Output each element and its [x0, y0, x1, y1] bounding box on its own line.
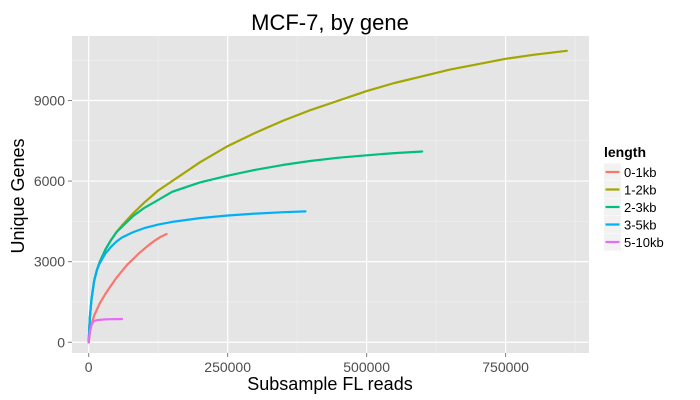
x-axis-title: Subsample FL reads: [247, 374, 412, 394]
series-lines: [87, 49, 568, 344]
legend-label: 1-2kb: [624, 183, 657, 198]
legend-entry: 0-1kb: [604, 163, 657, 181]
y-axis-title: Unique Genes: [8, 138, 28, 253]
y-tick-label: 0: [57, 334, 65, 350]
y-tick-label: 3000: [34, 254, 65, 270]
legend-title: length: [604, 144, 646, 160]
series-line-5-10kb: [87, 317, 124, 344]
legend-entry: 1-2kb: [604, 181, 657, 198]
legend-entry: 3-5kb: [604, 216, 657, 233]
x-axis-ticks: 0 250000 500000 750000: [85, 353, 529, 375]
x-tick-label: 750000: [482, 359, 529, 375]
legend-entry: 5-10kb: [604, 233, 664, 251]
y-tick-label: 9000: [34, 92, 65, 108]
x-tick-label: 0: [85, 359, 93, 375]
x-tick-label: 500000: [343, 359, 390, 375]
legend-entry: 2-3kb: [604, 198, 657, 216]
legend: length 0-1kb 1-2kb 2-3kb 3-5kb 5-10kb: [604, 144, 664, 251]
series-line-3-5kb: [87, 210, 307, 344]
series-line-0-1kb: [87, 232, 168, 344]
y-tick-label: 6000: [34, 173, 65, 189]
chart-title: MCF-7, by gene: [251, 10, 409, 35]
legend-label: 0-1kb: [624, 165, 657, 180]
grid-major: [72, 36, 589, 353]
grid-minor: [72, 36, 589, 353]
legend-label: 2-3kb: [624, 200, 657, 215]
legend-label: 3-5kb: [624, 218, 657, 233]
panel-background: [72, 36, 589, 353]
y-axis-ticks: 0 3000 6000 9000: [34, 92, 72, 350]
legend-label: 5-10kb: [624, 235, 664, 250]
x-tick-label: 250000: [204, 359, 251, 375]
